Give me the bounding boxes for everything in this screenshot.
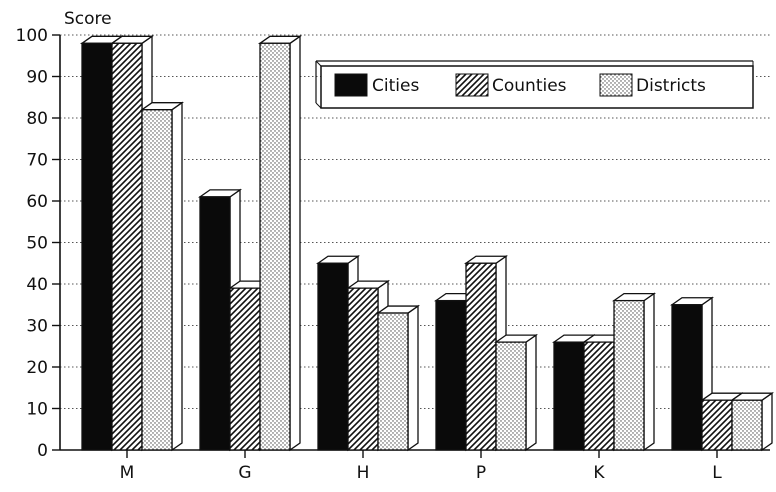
- bar-front: [229, 287, 261, 451]
- bars: [79, 35, 775, 452]
- y-tick-label: 60: [26, 192, 48, 212]
- y-tick-label: 10: [26, 400, 48, 420]
- legend: Cities Counties Districts: [315, 60, 754, 109]
- legend-swatch-counties: [455, 73, 489, 97]
- bar-districts-g: [257, 35, 303, 452]
- bar-front: [435, 299, 467, 451]
- bar-side: [407, 304, 419, 452]
- legend-item-cities: Cities: [334, 73, 419, 97]
- bar-front: [111, 42, 143, 451]
- bar-front: [81, 42, 113, 451]
- bar-front: [701, 399, 733, 451]
- bar-front: [259, 42, 291, 451]
- bar-side: [525, 333, 537, 452]
- legend-swatch-districts: [599, 73, 633, 97]
- legend-item-counties: Counties: [455, 73, 567, 97]
- y-axis: 0 10 20 30 40 50 60 70 80 90 100: [16, 26, 770, 461]
- bar-side: [643, 292, 655, 452]
- y-tick-label: 100: [16, 26, 48, 46]
- bar-front: [199, 196, 231, 451]
- bar-districts-p: [493, 333, 539, 452]
- bar-front: [347, 287, 379, 451]
- y-tick-label: 70: [26, 151, 48, 171]
- legend-item-districts: Districts: [599, 73, 706, 97]
- x-tick-label: P: [476, 463, 486, 483]
- legend-swatch-cities: [334, 73, 368, 97]
- bar-districts-k: [611, 292, 657, 452]
- x-tick-label: M: [120, 463, 135, 483]
- y-tick-label: 0: [37, 441, 48, 461]
- bar-side: [171, 101, 183, 452]
- bar-side: [289, 35, 301, 452]
- bar-districts-h: [375, 304, 421, 452]
- bar-front: [317, 262, 349, 451]
- bar-front: [671, 304, 703, 451]
- x-tick-label: G: [238, 463, 251, 483]
- y-tick-label: 20: [26, 358, 48, 378]
- bar-front: [553, 341, 585, 451]
- bar-districts-m: [139, 101, 185, 452]
- y-tick-label: 80: [26, 109, 48, 129]
- y-tick-label: 40: [26, 275, 48, 295]
- y-axis-title: Score: [64, 9, 112, 29]
- bar-front: [465, 262, 497, 451]
- legend-label-counties: Counties: [492, 76, 567, 96]
- legend-label-districts: Districts: [636, 76, 706, 96]
- x-tick-label: L: [712, 463, 722, 483]
- bar-districts-l: [729, 391, 775, 452]
- legend-box: [320, 65, 754, 109]
- bar-front: [495, 341, 527, 451]
- bar-side: [761, 391, 773, 452]
- bar-front: [377, 312, 409, 451]
- y-tick-label: 90: [26, 68, 48, 88]
- x-tick-label: H: [357, 463, 370, 483]
- bar-front: [141, 109, 173, 451]
- y-tick-label: 30: [26, 317, 48, 337]
- bar-front: [613, 299, 645, 451]
- legend-label-cities: Cities: [372, 76, 419, 96]
- x-tick-label: K: [593, 463, 605, 483]
- bar-front: [583, 341, 615, 451]
- y-tick-label: 50: [26, 234, 48, 254]
- bar-front: [731, 399, 763, 451]
